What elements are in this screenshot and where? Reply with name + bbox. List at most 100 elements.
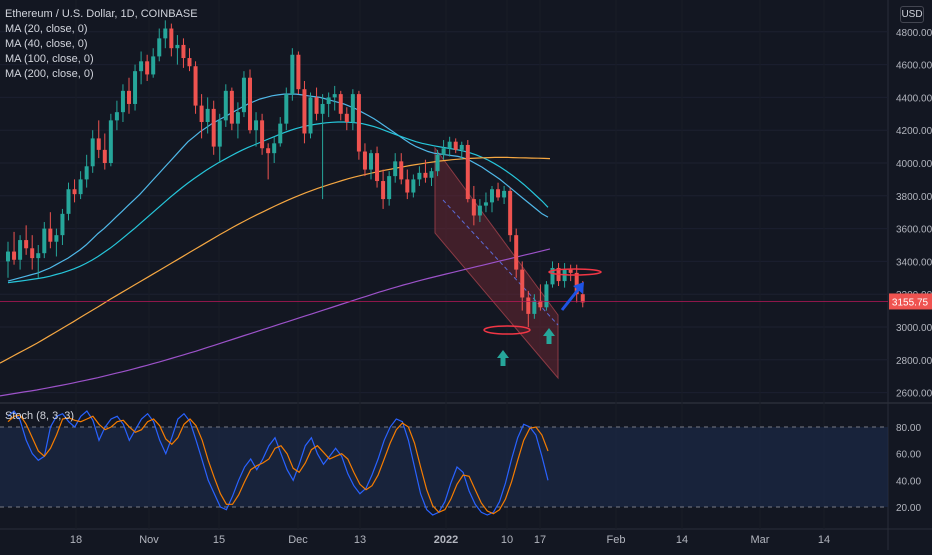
candle-body bbox=[447, 141, 452, 149]
candle-body bbox=[199, 105, 204, 122]
candle-body bbox=[350, 94, 355, 122]
candle-body bbox=[193, 66, 198, 106]
indicator-ma20[interactable]: MA (20, close, 0) bbox=[5, 23, 88, 35]
candle-body bbox=[338, 94, 343, 114]
time-tick-label: 14 bbox=[818, 534, 830, 546]
candle-body bbox=[417, 172, 422, 180]
time-tick-label: 10 bbox=[501, 534, 513, 546]
candle-body bbox=[254, 120, 259, 131]
candle-body bbox=[248, 77, 252, 131]
time-tick-label: Dec bbox=[288, 534, 308, 546]
price-tick-label: 3400.00 bbox=[896, 257, 932, 268]
price-tick-label: 4000.00 bbox=[896, 159, 932, 170]
candle-body bbox=[72, 189, 77, 195]
up-arrow-icon bbox=[497, 350, 509, 366]
candle-body bbox=[332, 94, 337, 98]
candle-body bbox=[114, 112, 119, 121]
stoch-band bbox=[0, 427, 888, 507]
candle-body bbox=[435, 154, 440, 172]
price-tick-label: 4600.00 bbox=[896, 61, 932, 72]
candle-body bbox=[278, 123, 283, 144]
price-tick-label: 2800.00 bbox=[896, 356, 932, 367]
indicator-ma200[interactable]: MA (200, close, 0) bbox=[5, 68, 94, 80]
candle-body bbox=[223, 90, 228, 121]
candle-body bbox=[477, 205, 482, 216]
candle-body bbox=[54, 235, 59, 242]
candle-body bbox=[496, 189, 501, 198]
candle-body bbox=[187, 58, 192, 67]
candle-body bbox=[344, 113, 349, 122]
candle-body bbox=[441, 148, 446, 155]
ma-line-ma100 bbox=[0, 156, 551, 364]
stoch-tick-label: 40.00 bbox=[896, 476, 921, 487]
candle-body bbox=[375, 153, 380, 182]
candle-body bbox=[229, 90, 234, 124]
time-tick-label: 14 bbox=[676, 534, 688, 546]
stoch-tick-label: 80.00 bbox=[896, 423, 921, 434]
candle-body bbox=[217, 120, 222, 147]
candle-body bbox=[502, 190, 507, 198]
indicator-ma40[interactable]: MA (40, close, 0) bbox=[5, 38, 88, 50]
candle-body bbox=[362, 151, 367, 170]
up-arrow-icon bbox=[543, 328, 555, 344]
stoch-indicator-label[interactable]: Stoch (8, 3, 3) bbox=[5, 410, 75, 422]
candle-body bbox=[272, 143, 277, 154]
ma-line-ma40 bbox=[7, 121, 549, 284]
candle-body bbox=[326, 97, 331, 104]
candle-body bbox=[169, 28, 174, 49]
candle-body bbox=[133, 71, 138, 104]
candle-body bbox=[284, 94, 289, 124]
time-tick-label: 13 bbox=[354, 534, 366, 546]
candle-body bbox=[514, 235, 519, 270]
candle-body bbox=[139, 61, 144, 72]
candle-body bbox=[108, 120, 113, 163]
candle-body bbox=[550, 267, 555, 285]
last-price-badge bbox=[889, 293, 932, 310]
candle-body bbox=[429, 171, 434, 178]
candle-body bbox=[260, 120, 265, 149]
candle-body bbox=[520, 269, 525, 298]
candle-body bbox=[175, 44, 180, 49]
candle-body bbox=[84, 166, 89, 180]
price-tick-label: 2600.00 bbox=[896, 389, 932, 400]
candle-body bbox=[393, 161, 398, 177]
ma-line-ma20 bbox=[7, 93, 549, 282]
candle-body bbox=[102, 149, 107, 163]
candle-body bbox=[580, 294, 585, 303]
candle-body bbox=[405, 179, 410, 193]
candle-body bbox=[314, 97, 319, 114]
price-tick-label: 4800.00 bbox=[896, 28, 932, 39]
time-tick-label: 2022 bbox=[434, 534, 458, 546]
candle-body bbox=[48, 228, 53, 242]
time-tick-label: 17 bbox=[534, 534, 546, 546]
ma-line-ma200 bbox=[0, 248, 551, 397]
candle-body bbox=[369, 153, 373, 170]
candle-body bbox=[453, 141, 458, 150]
candle-body bbox=[465, 144, 470, 200]
price-tick-label: 4400.00 bbox=[896, 93, 932, 104]
candle-body bbox=[308, 97, 313, 134]
candle-body bbox=[6, 251, 10, 262]
candle-body bbox=[290, 54, 295, 95]
time-tick-label: 18 bbox=[70, 534, 82, 546]
candle-body bbox=[78, 179, 83, 195]
high-ellipse bbox=[548, 268, 602, 276]
indicator-ma100[interactable]: MA (100, close, 0) bbox=[5, 53, 94, 65]
candle-body bbox=[157, 38, 162, 57]
price-tick-label: 3600.00 bbox=[896, 225, 932, 236]
candle-body bbox=[181, 44, 186, 59]
time-tick-label: Feb bbox=[607, 534, 626, 546]
candle-body bbox=[24, 240, 29, 249]
time-tick-label: Nov bbox=[139, 534, 159, 546]
candle-body bbox=[532, 300, 537, 314]
currency-button[interactable]: USD bbox=[900, 6, 924, 23]
symbol-title[interactable]: Ethereum / U.S. Dollar, 1D, COINBASE bbox=[5, 8, 198, 20]
stoch-tick-label: 20.00 bbox=[896, 503, 921, 514]
candle-body bbox=[508, 190, 513, 236]
candle-body bbox=[96, 138, 101, 150]
candle-body bbox=[356, 94, 361, 152]
candle-body bbox=[538, 300, 543, 308]
candle-body bbox=[266, 148, 271, 154]
